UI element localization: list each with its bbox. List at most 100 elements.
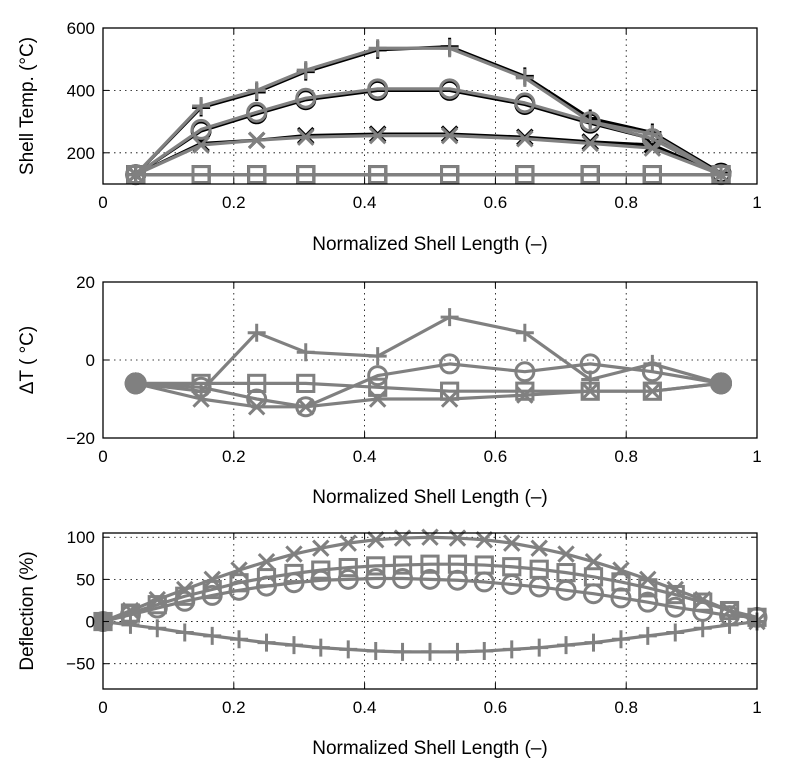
data-point — [419, 568, 441, 590]
data-point — [126, 165, 146, 185]
deflection-chart: 0 0.2 0.4 0.6 0.8 1 −50 0 50 100 Normalized Shell… — [17, 528, 768, 759]
data-point — [256, 575, 277, 597]
data-point — [440, 126, 459, 145]
y-tick-label: 600 — [67, 19, 95, 38]
data-point — [310, 569, 332, 591]
data-point — [448, 642, 467, 661]
data-point — [257, 552, 276, 571]
data-point — [515, 165, 535, 185]
data-point — [257, 633, 276, 652]
x-tick-label: 0.6 — [484, 447, 508, 466]
data-point — [503, 534, 521, 552]
y-tick-label: 400 — [67, 81, 95, 100]
y-tick-label: 50 — [76, 570, 95, 589]
y-tick-label: 0 — [86, 613, 95, 632]
deflection-y-axis-label: Deflection (%) — [17, 551, 38, 670]
x-tick-label: 0.4 — [353, 698, 377, 717]
data-point — [440, 308, 459, 327]
series-line — [134, 87, 722, 177]
data-point — [440, 381, 460, 401]
x-tick-label: 0 — [98, 193, 107, 212]
x-tick-label: 0.4 — [353, 447, 377, 466]
x-tick-label: 0.2 — [222, 193, 246, 212]
data-point — [297, 128, 315, 146]
x-tick-label: 0.6 — [484, 193, 508, 212]
data-point — [501, 573, 523, 595]
data-point — [473, 571, 495, 593]
data-point — [368, 39, 387, 58]
data-point — [514, 361, 536, 383]
data-point — [148, 619, 167, 638]
data-point — [311, 638, 330, 657]
series-circle — [92, 568, 768, 633]
data-point — [528, 576, 550, 598]
x-tick-label: 0.8 — [614, 193, 638, 212]
data-point — [420, 554, 440, 574]
temp-y-axis-label: Shell Temp. (°C) — [17, 37, 38, 175]
data-point — [720, 615, 739, 634]
data-point — [579, 111, 601, 133]
data-point — [710, 372, 733, 395]
data-point — [664, 596, 686, 618]
series-line — [135, 381, 722, 393]
series-line — [135, 132, 722, 177]
series-plus — [126, 39, 731, 184]
data-point — [393, 642, 412, 661]
data-point — [421, 528, 439, 546]
data-point — [581, 134, 599, 153]
data-point — [367, 78, 389, 100]
series-line — [135, 315, 722, 393]
data-point — [475, 642, 494, 661]
y-tick-label: 20 — [76, 273, 95, 292]
x-tick-label: 0.2 — [222, 698, 246, 717]
x-tick-label: 1 — [752, 193, 761, 212]
data-point — [666, 623, 685, 642]
data-point — [711, 165, 731, 185]
data-point — [124, 372, 147, 395]
data-point — [439, 353, 461, 375]
data-point — [192, 136, 210, 154]
data-point — [610, 587, 632, 609]
data-point — [665, 584, 685, 605]
data-point — [584, 552, 603, 571]
data-point — [514, 92, 536, 114]
series-x — [126, 126, 730, 184]
deflection-frame — [102, 532, 758, 690]
x-tick-label: 0.4 — [353, 193, 377, 212]
temp-series — [125, 37, 732, 186]
data-point — [146, 597, 168, 619]
data-point — [247, 165, 267, 185]
data-point — [203, 570, 221, 589]
data-point — [296, 373, 316, 393]
data-point — [366, 642, 385, 661]
temp-x-axis-label: Normalized Shell Length (–) — [312, 234, 548, 255]
data-point — [611, 630, 630, 649]
data-point — [366, 556, 386, 576]
data-point — [368, 165, 388, 185]
series-square — [124, 372, 733, 401]
series-line — [134, 45, 722, 176]
data-point — [246, 101, 268, 123]
x-tick-label: 0.6 — [484, 698, 508, 717]
data-point — [296, 343, 315, 362]
temp-frame — [102, 27, 758, 185]
data-point — [637, 591, 659, 613]
deflection-ticks: 0 0.2 0.4 0.6 0.8 1 −50 0 50 100 — [66, 528, 762, 717]
x-tick-label: 0 — [98, 447, 107, 466]
series-plus — [124, 308, 733, 401]
data-point — [247, 373, 267, 393]
data-point — [555, 579, 577, 601]
data-point — [446, 569, 468, 591]
delta-t-x-axis-label: Normalized Shell Length (–) — [312, 487, 548, 508]
data-point — [191, 373, 211, 393]
x-tick-label: 0 — [98, 698, 107, 717]
delta-t-frame — [102, 281, 758, 439]
data-point — [367, 365, 389, 387]
data-point — [296, 61, 315, 80]
data-point — [367, 531, 385, 549]
data-point — [247, 323, 266, 342]
data-point — [392, 555, 413, 575]
